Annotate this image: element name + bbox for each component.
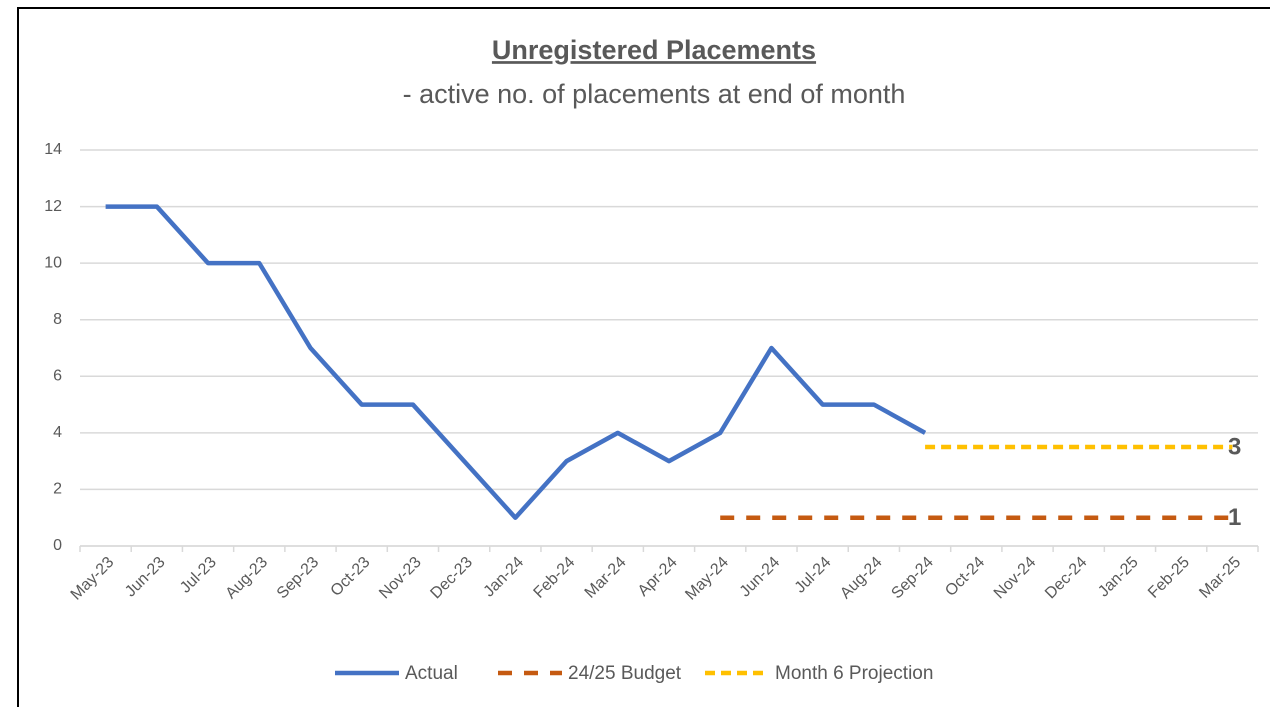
y-tick-label: 14 (44, 141, 62, 158)
end-label: 3 (1228, 433, 1241, 460)
end-label: 1 (1228, 504, 1241, 531)
chart-frame (17, 7, 1270, 707)
y-tick-label: 6 (53, 368, 62, 385)
y-tick-label: 0 (53, 537, 62, 554)
y-tick-label: 12 (44, 198, 62, 215)
series-line (105, 204, 927, 520)
y-tick-label: 10 (44, 254, 62, 271)
chart-title: Unregistered Placements (492, 35, 816, 65)
legend-label: 24/25 Budget (568, 663, 682, 684)
y-tick-label: 2 (53, 481, 62, 498)
y-tick-label: 4 (53, 424, 62, 441)
legend-label: Actual (405, 663, 458, 684)
legend-label: Month 6 Projection (775, 663, 933, 684)
y-tick-label: 8 (53, 311, 62, 328)
chart-subtitle: - active no. of placements at end of mon… (403, 79, 906, 109)
